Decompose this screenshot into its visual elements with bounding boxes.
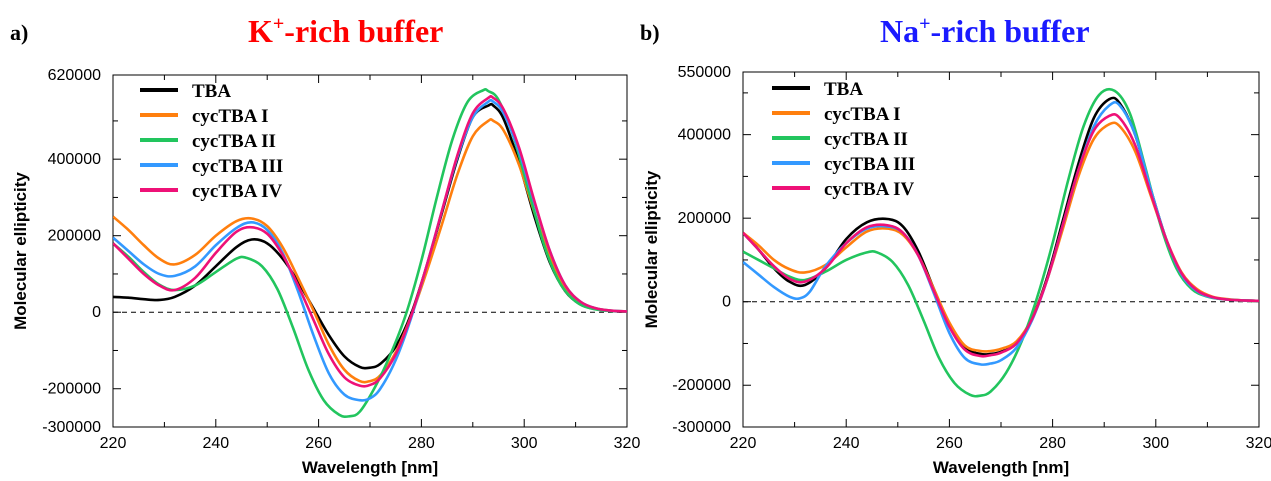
panel-a-y-tick-label-200000: 200000 [48,228,101,245]
panel-a-legend-label-cyctba-i: cycTBA I [192,106,269,127]
panel-a-legend: TBA cycTBA I cycTBA II cycTBA III cycTBA IV [140,81,283,202]
panel-b-title: Na+-rich buffer [880,13,1090,49]
panel-b-curves [743,87,1259,398]
panel-a-x-tick-label-300: 300 [511,435,538,452]
panel-b-y-tick-label-200000: 200000 [678,210,731,227]
panel-b-legend: TBA cycTBA I cycTBA II cycTBA III cycTBA IV [772,79,915,200]
panel-b-legend-label-cyctba-i: cycTBA I [824,104,901,125]
panel-a-legend-label-tba: TBA [192,81,231,102]
panel-b-title-main: Na [880,13,919,49]
panel-a-x-tick-label-320: 320 [614,435,641,452]
panel-a-title-main: K [248,13,273,49]
panel-a-x-tick-label-240: 240 [202,435,229,452]
panel-a-title: K+-rich buffer [248,13,443,49]
panel-b-x-tick-label-320: 320 [1246,435,1271,452]
panel-b-legend-label-cyctba-ii: cycTBA II [824,129,908,150]
panel-a-y-tick-label-620000: 620000 [48,67,101,84]
panel-a-chart: a) K+-rich buffer 220 240 260 280 300 320 -30000… [10,13,640,477]
panel-b-x-tick-label-300: 300 [1142,435,1169,452]
panel-b-x-tick-label-260: 260 [936,435,963,452]
panel-b-y-tick-label-0: 0 [722,294,731,311]
panel-a-legend-label-cyctba-iv: cycTBA IV [192,181,283,202]
panel-b-x-tick-label-220: 220 [730,435,757,452]
panel-a-y-axis-label: Molecular ellipticity [11,172,30,330]
panel-b-label: b) [640,20,660,45]
panel-b-series-cyctba-iii [743,100,1259,367]
panel-b-series-cyctba-i [743,121,1259,353]
panel-a-title-sup: + [273,13,284,35]
panel-a-y-tick-label--200000: -200000 [42,381,101,398]
panel-b-y-axis-label: Molecular ellipticity [642,170,661,328]
panel-b-title-sup: + [919,13,930,35]
panel-b-legend-label-tba: TBA [824,79,863,100]
panel-a-series-cyctba-iv [113,94,627,388]
panel-a-x-axis-label: Wavelength [nm] [302,458,438,477]
panel-a-label: a) [10,20,28,45]
panel-a-x-tick-label-220: 220 [100,435,127,452]
panel-a-y-tick-label-400000: 400000 [48,151,101,168]
panel-b-legend-label-cyctba-iii: cycTBA III [824,154,915,175]
panel-b-y-tick-label-400000: 400000 [678,127,731,144]
panel-b-series-tba [743,96,1259,356]
panel-a-y-tick-label-0: 0 [92,304,101,321]
panel-b-plot-frame [742,71,1260,428]
panel-b-series-cyctba-iv [743,112,1259,358]
panel-b-legend-label-cyctba-iv: cycTBA IV [824,179,915,200]
panel-a-title-rest: -rich buffer [284,13,443,49]
panel-b-y-tick-label-550000: 550000 [678,64,731,81]
panel-a-series-tba [113,102,627,370]
panel-a-x-tick-label-260: 260 [305,435,332,452]
panel-b-x-tick-label-240: 240 [833,435,860,452]
panel-b-x-tick-label-280: 280 [1039,435,1066,452]
panel-b-chart: b) Na+-rich buffer 220 240 260 280 300 320 -3000… [640,13,1271,477]
panel-b-y-tick-label--300000: -300000 [672,419,731,436]
panel-b-x-axis-label: Wavelength [nm] [933,458,1069,477]
panel-a-legend-label-cyctba-iii: cycTBA III [192,156,283,177]
panel-a-curves [113,88,627,419]
panel-b-y-tick-label--200000: -200000 [672,377,731,394]
panel-a-x-tick-label-280: 280 [408,435,435,452]
panel-b-title-rest: -rich buffer [931,13,1090,49]
panel-a-legend-label-cyctba-ii: cycTBA II [192,131,276,152]
panel-a-y-tick-label--300000: -300000 [42,419,101,436]
panel-a-series-cyctba-ii [113,88,627,419]
panel-b-series-cyctba-ii [743,87,1259,398]
